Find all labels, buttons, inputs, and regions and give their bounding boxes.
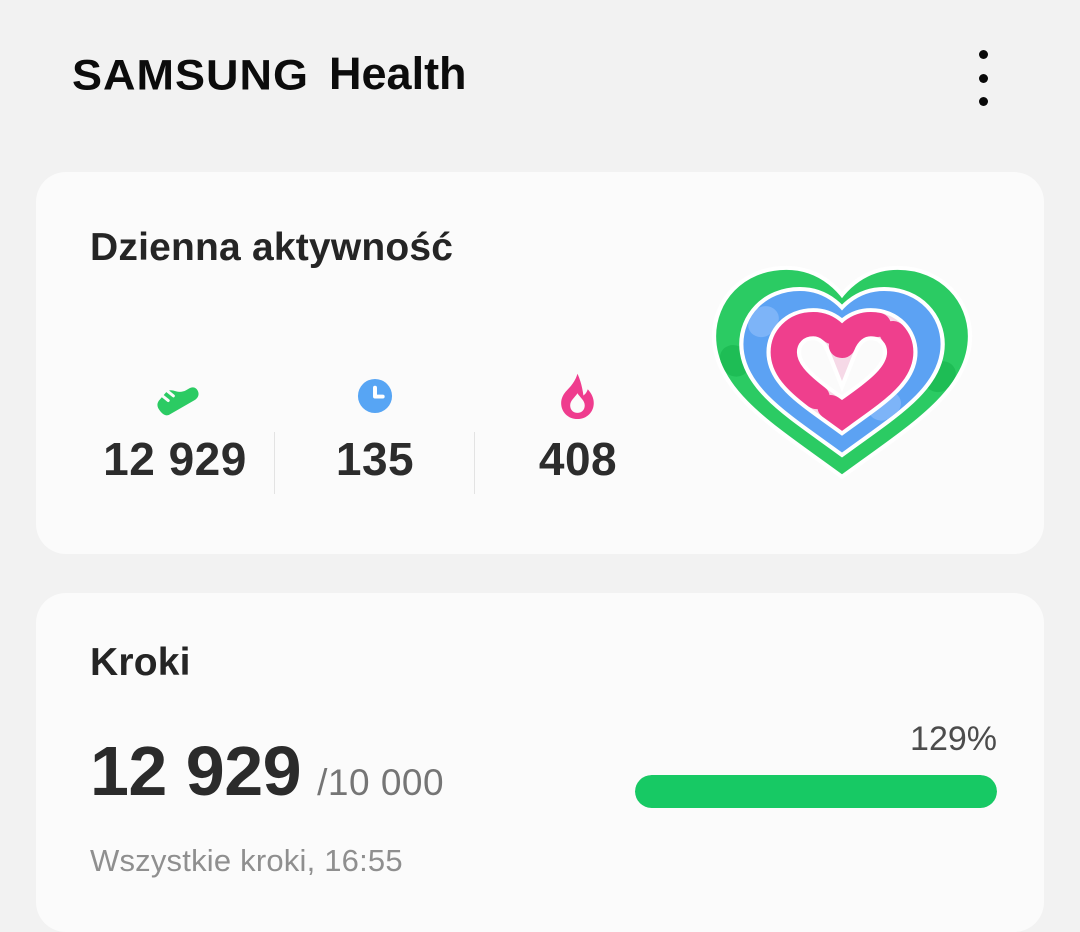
stat-steps: 12 929 (70, 368, 280, 486)
active-time-stat-value: 135 (335, 433, 415, 485)
daily-activity-title: Dzienna aktywność (90, 226, 454, 269)
activity-rings-heart-logo (704, 256, 980, 488)
app-logo: SAMSUNG Health (72, 48, 467, 100)
steps-stat-value: 12 929 (103, 433, 247, 485)
stat-calories: 408 (473, 368, 683, 486)
stat-divider (474, 432, 475, 494)
stat-divider (274, 432, 275, 494)
steps-shoe-icon (149, 368, 201, 424)
calories-flame-icon (554, 368, 602, 424)
health-wordmark: Health (329, 48, 467, 99)
stat-active-time: 135 (270, 368, 480, 486)
steps-goal: /10 000 (317, 762, 445, 803)
steps-count: 12 929 (90, 732, 302, 810)
steps-progress-fill (635, 775, 997, 808)
active-time-clock-icon (353, 368, 397, 424)
steps-title: Kroki (90, 641, 191, 684)
app-header: SAMSUNG Health (0, 0, 1080, 140)
daily-activity-card[interactable]: Dzienna aktywność 12 929 135 (36, 172, 1044, 554)
steps-percent-label: 129% (910, 720, 997, 758)
steps-value-row: 12 929 /10 000 (90, 731, 444, 811)
samsung-wordmark: SAMSUNG (72, 51, 310, 100)
steps-caption: Wszystkie kroki, 16:55 (90, 843, 403, 878)
calories-stat-value: 408 (538, 433, 618, 485)
steps-card[interactable]: Kroki 12 929 /10 000 129% Wszystkie krok… (36, 593, 1044, 932)
kebab-menu-icon[interactable] (971, 50, 995, 106)
steps-progress-bar (635, 775, 997, 808)
